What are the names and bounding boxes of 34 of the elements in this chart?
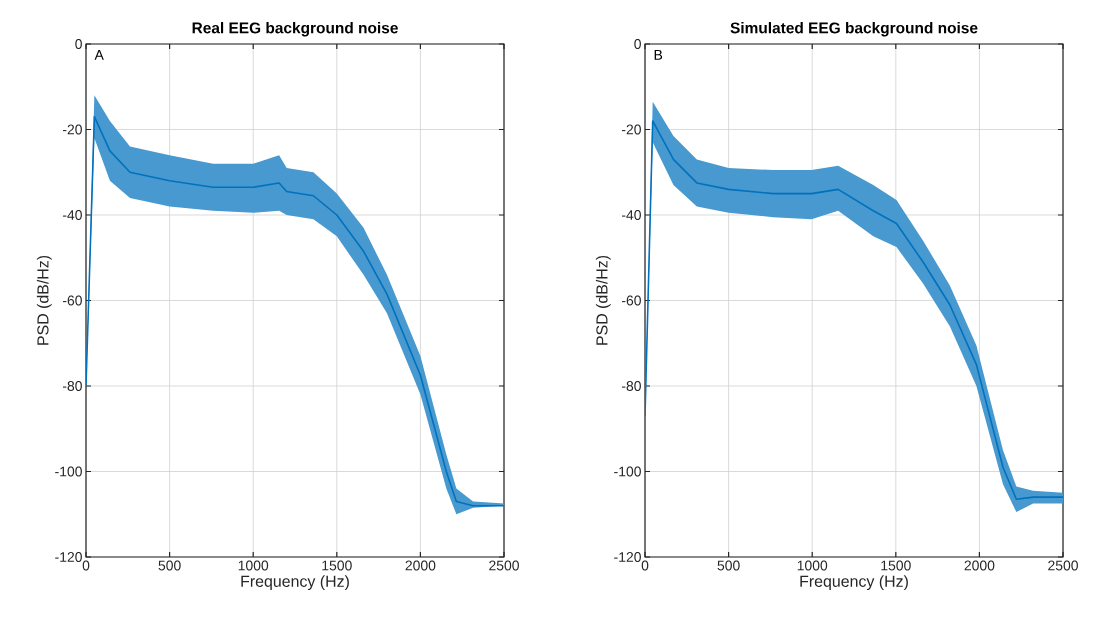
chart-title: Simulated EEG background noise <box>730 22 978 37</box>
y-axis-title: PSD (dB/Hz) <box>595 255 611 345</box>
x-tick-label: 1000 <box>797 560 828 571</box>
x-axis-title: Frequency (Hz) <box>800 575 908 591</box>
y-tick-label: -60 <box>621 295 641 306</box>
x-tick-label: 2500 <box>1048 560 1078 571</box>
x-tick-label: 0 <box>641 560 649 571</box>
y-tick-label: -40 <box>62 210 82 220</box>
chart-title: Real EEG background noise <box>192 22 398 37</box>
x-tick-label: 500 <box>717 560 740 571</box>
y-tick-label: -100 <box>55 466 82 477</box>
x-tick-label: 1000 <box>238 560 269 571</box>
x-tick-label: 1500 <box>322 560 352 571</box>
x-axis-title: Frequency (Hz) <box>241 575 349 591</box>
y-tick-label: -20 <box>621 124 641 135</box>
annotation: A <box>94 50 104 60</box>
y-tick-label: -80 <box>621 381 641 391</box>
y-tick-label: -120 <box>55 552 82 562</box>
y-tick-label: -20 <box>62 124 82 135</box>
x-tick-label: 2000 <box>405 560 436 571</box>
annotation: B <box>654 50 663 60</box>
y-tick-label: 0 <box>75 39 82 49</box>
y-tick-label: -100 <box>614 466 641 477</box>
x-tick-label: 1500 <box>881 560 911 571</box>
x-tick-label: 0 <box>82 560 90 571</box>
x-tick-label: 2000 <box>964 560 995 571</box>
y-tick-label: 0 <box>634 39 641 49</box>
y-tick-label: -80 <box>62 381 82 391</box>
x-tick-label: 2500 <box>489 560 519 571</box>
y-tick-label: -120 <box>614 552 641 562</box>
x-tick-label: 500 <box>158 560 181 571</box>
y-tick-label: -40 <box>621 210 641 220</box>
y-axis-title: PSD (dB/Hz) <box>36 255 52 345</box>
y-tick-label: -60 <box>62 295 82 306</box>
